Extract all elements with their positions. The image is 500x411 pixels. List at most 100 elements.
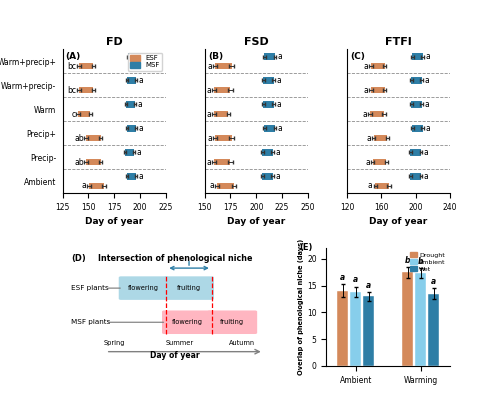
Text: a: a: [424, 76, 429, 85]
Text: a: a: [136, 148, 141, 157]
Bar: [264, 125, 275, 132]
Legend: ESF, MSF: ESF, MSF: [128, 53, 162, 71]
Text: bc: bc: [68, 62, 76, 71]
Bar: [363, 296, 374, 366]
Bar: [264, 53, 275, 60]
Text: a: a: [366, 281, 371, 290]
Text: a: a: [206, 110, 212, 118]
Bar: [412, 125, 422, 132]
X-axis label: Day of year: Day of year: [227, 217, 286, 226]
Text: Intersection of phenological niche: Intersection of phenological niche: [98, 254, 252, 263]
Text: a: a: [424, 100, 429, 109]
Y-axis label: Overlap of phenological niche (days): Overlap of phenological niche (days): [298, 239, 304, 375]
Bar: [214, 87, 230, 93]
Text: b: b: [405, 256, 410, 265]
Text: a: a: [276, 148, 280, 157]
Text: fruiting: fruiting: [220, 319, 244, 325]
Text: a: a: [368, 182, 372, 190]
Text: Spring: Spring: [104, 340, 125, 346]
Text: bc: bc: [68, 85, 76, 95]
Text: a: a: [431, 277, 436, 286]
Text: a: a: [425, 52, 430, 61]
Bar: [337, 291, 348, 366]
FancyBboxPatch shape: [56, 246, 283, 369]
Text: fruiting: fruiting: [177, 285, 201, 291]
Bar: [370, 111, 384, 118]
Text: (E): (E): [299, 243, 312, 252]
Text: a: a: [137, 100, 142, 109]
Bar: [86, 135, 101, 141]
Bar: [128, 173, 136, 180]
Text: ab: ab: [74, 134, 84, 143]
Title: FD: FD: [106, 37, 122, 47]
Text: a: a: [424, 172, 428, 181]
Bar: [126, 149, 134, 156]
Text: a: a: [276, 76, 281, 85]
Text: a: a: [208, 134, 212, 143]
Text: flowering: flowering: [128, 285, 159, 291]
Title: FSD: FSD: [244, 37, 268, 47]
Text: a: a: [140, 52, 144, 61]
Bar: [215, 135, 232, 141]
Bar: [415, 273, 426, 366]
Text: c: c: [72, 110, 76, 118]
Text: a: a: [363, 110, 368, 118]
Text: a: a: [425, 124, 430, 133]
Bar: [86, 159, 101, 165]
Bar: [126, 101, 134, 108]
Text: Summer: Summer: [165, 340, 194, 346]
X-axis label: Day of year: Day of year: [85, 217, 143, 226]
Text: a: a: [364, 85, 368, 95]
FancyBboxPatch shape: [164, 276, 214, 300]
Text: a: a: [210, 182, 214, 190]
Text: a: a: [138, 124, 143, 133]
Text: ab: ab: [74, 157, 84, 166]
Text: a: a: [276, 100, 281, 109]
Bar: [262, 149, 272, 156]
Text: a: a: [278, 124, 282, 133]
Bar: [128, 125, 136, 132]
X-axis label: Day of year: Day of year: [370, 217, 428, 226]
Text: a: a: [366, 134, 371, 143]
Bar: [214, 111, 228, 118]
FancyBboxPatch shape: [162, 310, 212, 334]
Text: a: a: [364, 62, 368, 71]
Bar: [371, 87, 384, 93]
Text: a: a: [424, 148, 428, 157]
Bar: [90, 182, 104, 189]
Bar: [376, 182, 389, 189]
Bar: [371, 63, 384, 69]
Text: a: a: [138, 76, 143, 85]
Text: a: a: [206, 85, 212, 95]
Text: a: a: [340, 273, 345, 282]
Text: Day of year: Day of year: [150, 351, 200, 360]
Bar: [264, 77, 274, 84]
Text: a: a: [206, 157, 212, 166]
Bar: [79, 87, 94, 93]
Bar: [410, 173, 421, 180]
Bar: [217, 182, 234, 189]
FancyBboxPatch shape: [118, 276, 168, 300]
Bar: [128, 77, 136, 84]
Bar: [214, 159, 230, 165]
Bar: [412, 101, 422, 108]
Legend: Drought, Ambient, Wet: Drought, Ambient, Wet: [409, 251, 447, 273]
Bar: [262, 173, 272, 180]
Text: Autumn: Autumn: [229, 340, 255, 346]
FancyBboxPatch shape: [208, 310, 257, 334]
Text: b: b: [418, 257, 424, 266]
Bar: [78, 111, 90, 118]
Text: ESF plants: ESF plants: [71, 285, 109, 291]
Title: FTFI: FTFI: [385, 37, 412, 47]
Text: (C): (C): [350, 52, 365, 61]
Bar: [410, 149, 421, 156]
Text: a: a: [366, 157, 370, 166]
Bar: [428, 293, 440, 366]
Text: (B): (B): [208, 52, 223, 61]
Bar: [128, 53, 136, 60]
Text: a: a: [278, 52, 282, 61]
Text: a: a: [138, 172, 143, 181]
Text: a: a: [353, 275, 358, 284]
Bar: [412, 53, 422, 60]
Bar: [79, 63, 94, 69]
